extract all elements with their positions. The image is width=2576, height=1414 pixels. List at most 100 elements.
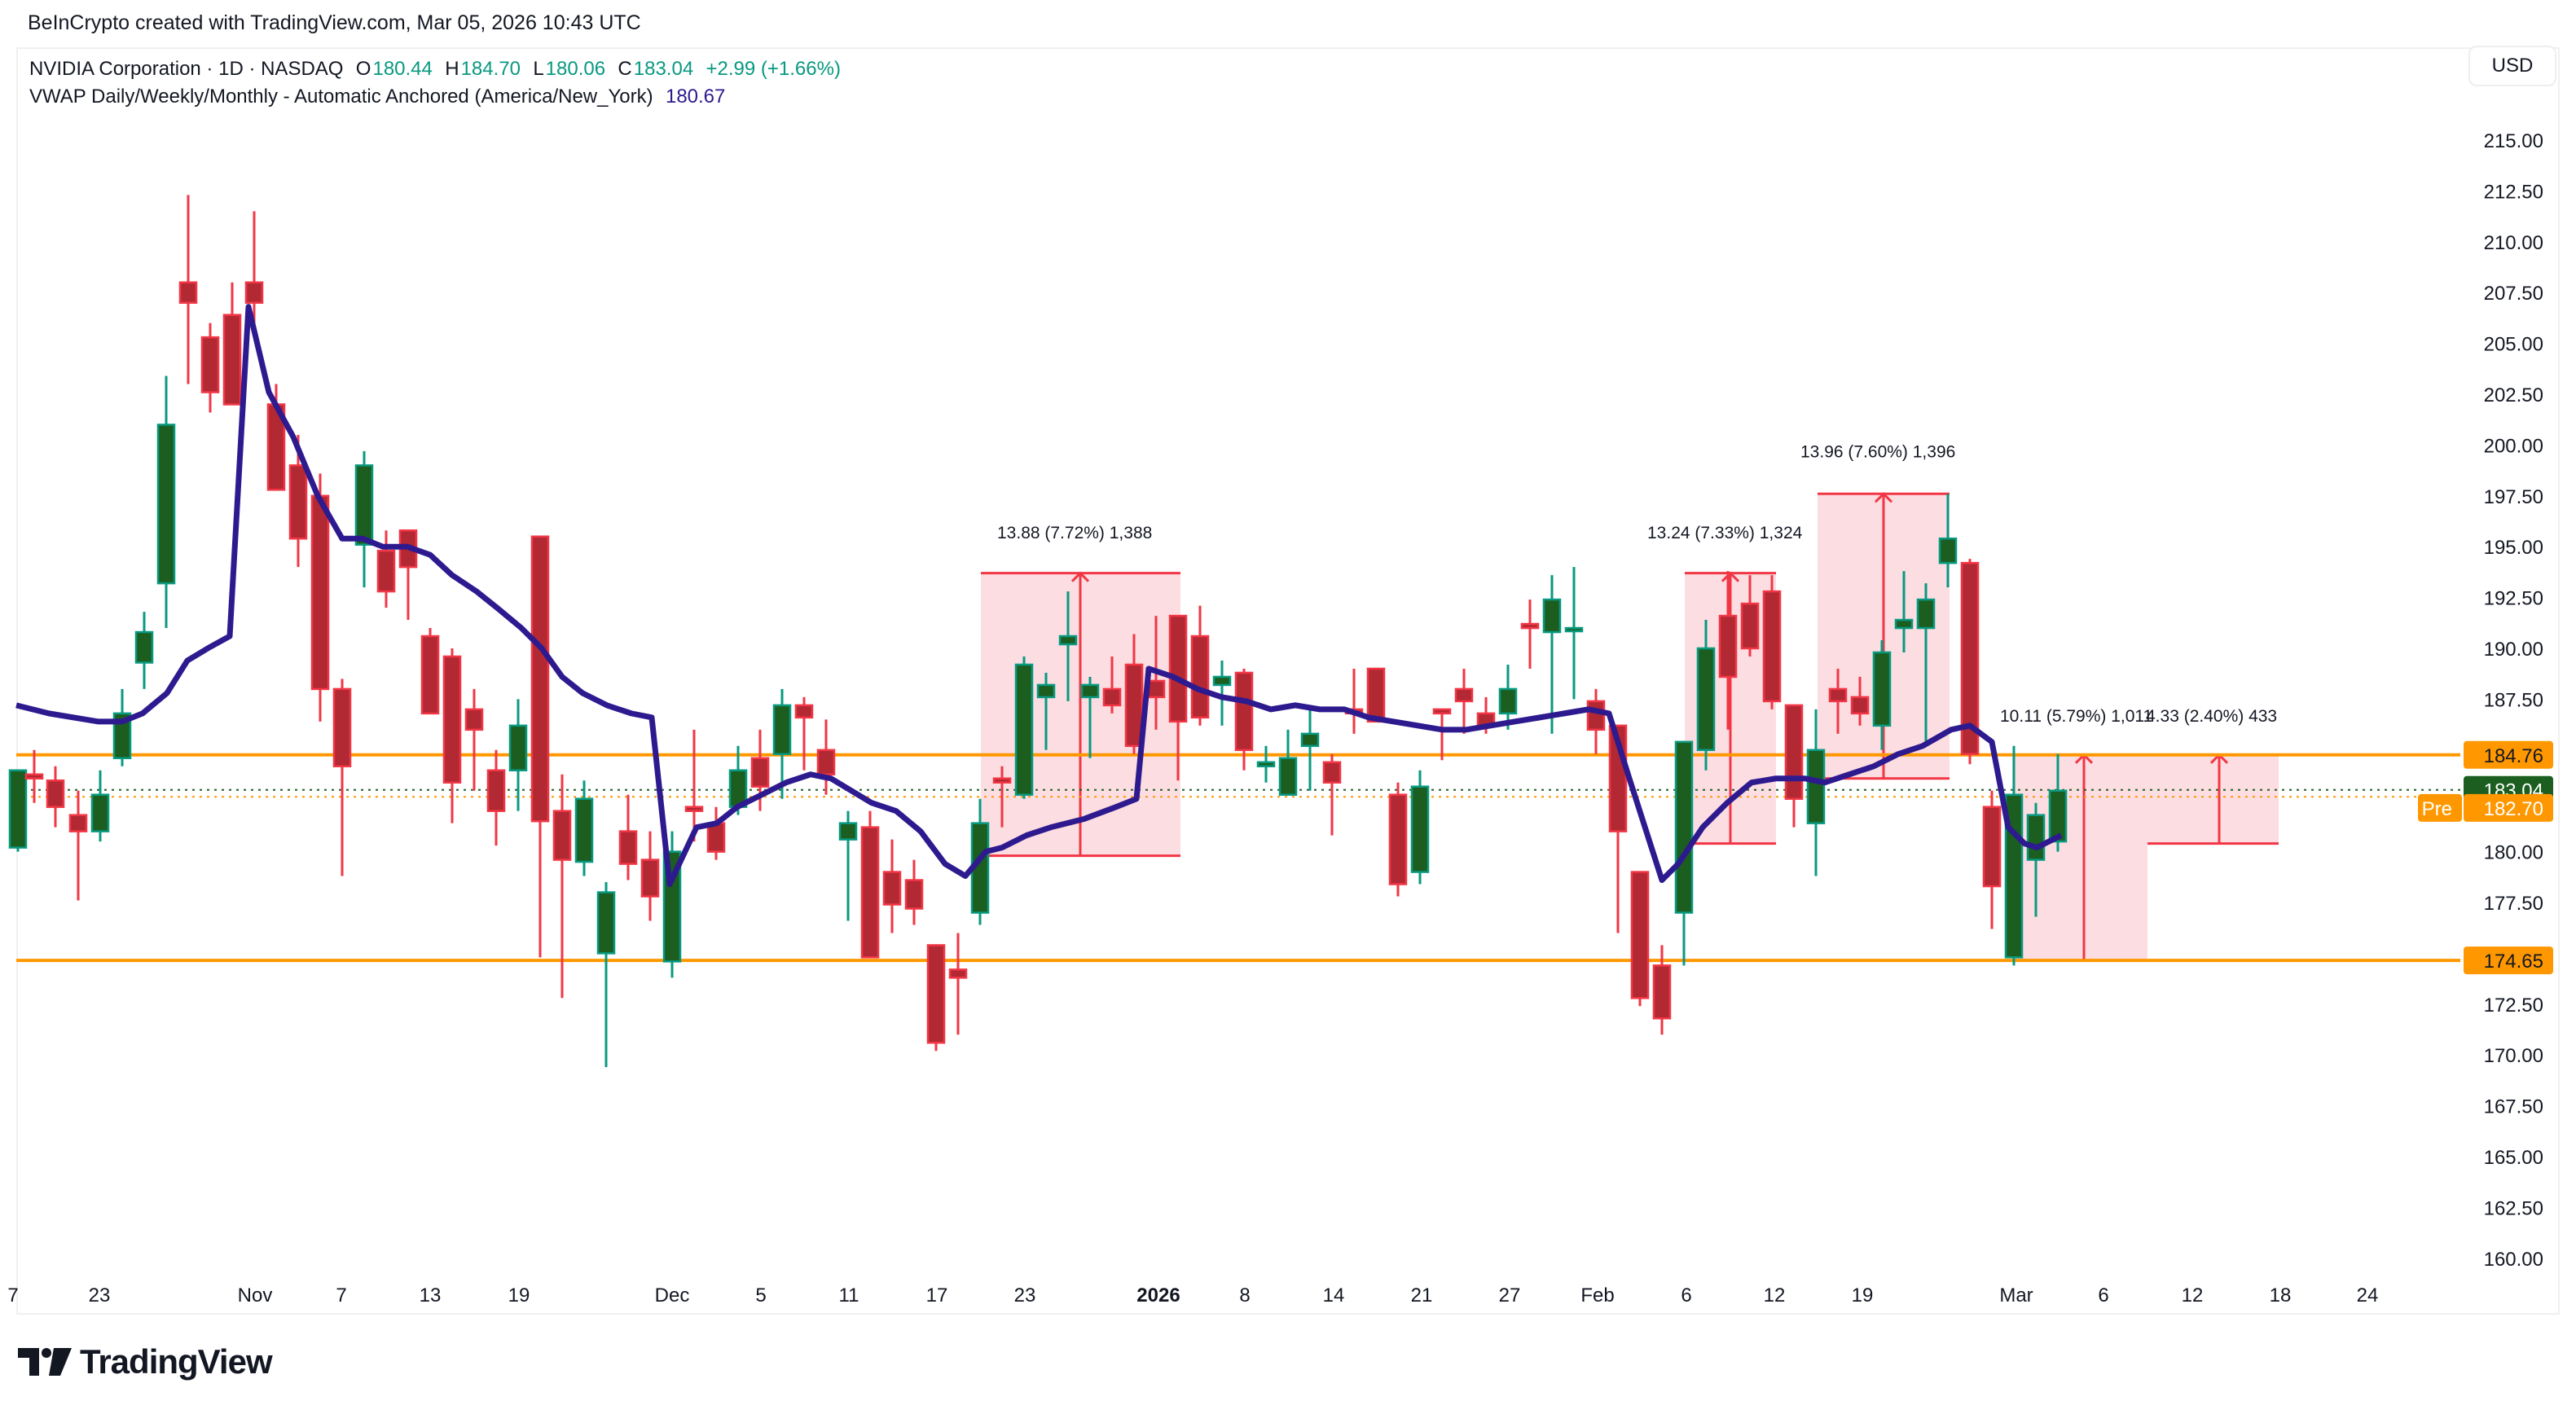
candle[interactable]: [618, 794, 638, 880]
candle[interactable]: [1894, 571, 1914, 652]
candle[interactable]: [1718, 571, 1738, 730]
candle[interactable]: [112, 688, 132, 766]
candle[interactable]: [222, 282, 242, 406]
candle[interactable]: [794, 696, 814, 771]
candle[interactable]: [1630, 871, 1650, 1007]
candle[interactable]: [1498, 664, 1518, 730]
price-range-projection[interactable]: 13.96 (7.60%) 1,396: [1800, 442, 1955, 780]
candle[interactable]: [750, 729, 770, 811]
candle[interactable]: [1410, 770, 1430, 885]
candle[interactable]: [1542, 575, 1562, 734]
candle[interactable]: [1784, 704, 1804, 828]
candle[interactable]: [178, 195, 198, 384]
candle[interactable]: [1190, 605, 1210, 726]
candle[interactable]: [1322, 753, 1342, 836]
candle[interactable]: [596, 882, 616, 1068]
candle[interactable]: [1014, 656, 1034, 799]
candle[interactable]: [508, 699, 528, 811]
candle[interactable]: [1234, 668, 1254, 771]
candle[interactable]: [156, 375, 176, 629]
candle[interactable]: [992, 766, 1012, 828]
candle[interactable]: [1058, 591, 1078, 701]
candle[interactable]: [772, 688, 792, 799]
price-range-projection[interactable]: 4.33 (2.40%) 433: [2146, 707, 2279, 845]
candle[interactable]: [1916, 583, 1936, 742]
candle[interactable]: [530, 535, 550, 958]
candle[interactable]: [1278, 729, 1298, 796]
candle[interactable]: [1564, 567, 1584, 700]
candle[interactable]: [1938, 494, 1958, 588]
candle[interactable]: [134, 612, 154, 689]
candle[interactable]: [1872, 640, 1892, 750]
candle[interactable]: [1696, 620, 1716, 771]
candle[interactable]: [926, 944, 946, 1052]
tradingview-logo[interactable]: TradingView: [18, 1342, 273, 1381]
x-axis-tick: 13: [420, 1284, 442, 1306]
candle[interactable]: [1674, 740, 1694, 966]
vwap-line[interactable]: [15, 304, 2063, 888]
candle[interactable]: [640, 831, 660, 921]
candle[interactable]: [1432, 708, 1452, 761]
candle[interactable]: [1960, 559, 1980, 765]
candle[interactable]: [90, 770, 110, 842]
currency-button[interactable]: USD: [2468, 46, 2556, 86]
candle[interactable]: [244, 211, 264, 338]
candle[interactable]: [1344, 668, 1364, 734]
indicator-legend-row[interactable]: VWAP Daily/Weekly/Monthly - Automatic An…: [29, 83, 842, 111]
candle[interactable]: [1168, 614, 1188, 781]
candle[interactable]: [46, 766, 65, 828]
candle[interactable]: [706, 806, 726, 860]
candle[interactable]: [1982, 790, 2002, 929]
candle[interactable]: [1828, 668, 1848, 734]
chart-credit: BeInCrypto created with TradingView.com,…: [28, 11, 641, 34]
x-axis-tick: 24: [2357, 1284, 2379, 1306]
candle[interactable]: [948, 933, 968, 1035]
candle[interactable]: [1300, 709, 1320, 791]
candle[interactable]: [1652, 945, 1672, 1035]
candle[interactable]: [970, 798, 990, 925]
candle[interactable]: [1586, 688, 1606, 754]
candle[interactable]: [68, 790, 88, 901]
candle[interactable]: [420, 628, 440, 715]
candle[interactable]: [310, 473, 330, 722]
candle[interactable]: [1806, 709, 1826, 876]
candle[interactable]: [1256, 745, 1276, 783]
symbol-legend-row[interactable]: NVIDIA Corporation · 1D · NASDAQ O180.44…: [29, 55, 842, 83]
candle[interactable]: [1036, 672, 1056, 750]
candle[interactable]: [1366, 667, 1386, 723]
candle[interactable]: [354, 450, 374, 588]
candle[interactable]: [574, 780, 594, 876]
candle[interactable]: [1454, 668, 1474, 734]
candle[interactable]: [442, 648, 462, 823]
candle[interactable]: [838, 810, 858, 921]
candle[interactable]: [1124, 634, 1144, 754]
candle[interactable]: [1080, 676, 1100, 758]
candle[interactable]: [816, 719, 836, 795]
candle[interactable]: [332, 678, 352, 876]
candle[interactable]: [1740, 575, 1760, 656]
candle[interactable]: [904, 859, 924, 925]
candle[interactable]: [552, 774, 572, 999]
x-axis-tick: Nov: [238, 1284, 273, 1306]
candle[interactable]: [1762, 575, 1782, 709]
candle[interactable]: [1520, 599, 1540, 669]
chart-panel[interactable]: [16, 47, 2560, 1315]
candle[interactable]: [1212, 660, 1232, 726]
candle[interactable]: [860, 810, 880, 959]
candle[interactable]: [684, 729, 704, 842]
x-axis-tick: Dec: [655, 1284, 690, 1306]
candle[interactable]: [1102, 656, 1122, 714]
candle[interactable]: [8, 769, 28, 852]
x-axis-tick: 12: [2182, 1284, 2204, 1306]
candle[interactable]: [1850, 676, 1870, 726]
candle[interactable]: [288, 434, 308, 568]
candle[interactable]: [486, 749, 506, 846]
candle[interactable]: [464, 688, 484, 791]
candle[interactable]: [1388, 782, 1408, 897]
candle[interactable]: [24, 749, 44, 803]
candle[interactable]: [882, 839, 902, 933]
candle[interactable]: [200, 323, 220, 413]
change-value: +2.99 (+1.66%): [706, 58, 841, 80]
candle[interactable]: [376, 530, 396, 608]
